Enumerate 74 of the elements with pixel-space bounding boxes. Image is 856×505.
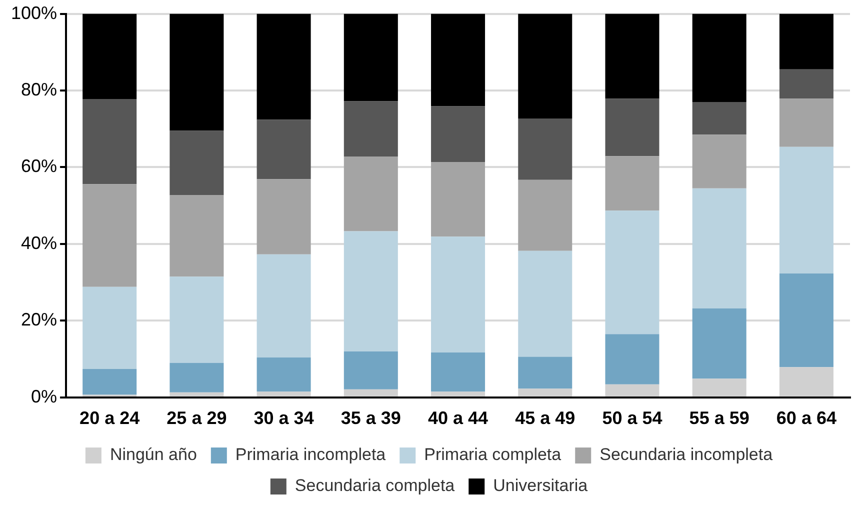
- bar: [344, 351, 398, 390]
- x-tick-label: 40 a 44: [428, 408, 488, 428]
- y-tick-label: 80%: [21, 79, 58, 100]
- bar: [82, 184, 137, 287]
- bar: [605, 210, 660, 334]
- y-tick-label: 100%: [10, 2, 58, 23]
- bar: [779, 146, 834, 274]
- bar: [256, 254, 311, 358]
- bar: [692, 188, 746, 308]
- x-tick-label: 60 a 64: [776, 408, 836, 428]
- bar: [692, 378, 746, 396]
- x-tick-label: 45 a 49: [515, 408, 576, 428]
- bar: [170, 276, 224, 363]
- bar: [431, 162, 486, 237]
- bar: [605, 334, 660, 384]
- bar: [256, 120, 311, 180]
- bar: [344, 101, 398, 156]
- bar: [256, 358, 311, 392]
- y-tick-label: 40%: [21, 232, 58, 253]
- bar: [518, 250, 572, 357]
- bar: [82, 286, 137, 370]
- bar: [82, 369, 137, 395]
- bar: [170, 392, 224, 396]
- bar: [518, 14, 572, 119]
- bar: [518, 180, 572, 251]
- bar: [431, 106, 486, 162]
- bar: [518, 388, 572, 396]
- x-tick-label: 25 a 29: [166, 408, 227, 428]
- bar: [170, 14, 224, 131]
- bar: [431, 352, 486, 392]
- bar: [344, 156, 398, 232]
- bar: [779, 98, 834, 147]
- bar: [605, 14, 660, 99]
- bar: [256, 179, 311, 254]
- bar: [344, 389, 398, 396]
- bar: [170, 195, 224, 277]
- legend-label: Ningún año: [110, 445, 197, 464]
- legend-label: Universitaria: [493, 476, 588, 496]
- bar: [431, 392, 486, 396]
- bar: [605, 384, 660, 396]
- x-tick-label: 35 a 39: [340, 408, 401, 428]
- y-tick-label: 20%: [21, 310, 58, 330]
- y-tick-label: 60%: [21, 156, 58, 176]
- x-tick-label: 50 a 54: [602, 408, 662, 428]
- bar: [344, 231, 398, 352]
- bar: [779, 14, 834, 70]
- legend-label: Primaria incompleta: [235, 445, 386, 464]
- bar: [170, 130, 224, 196]
- legend-label: Secundaria completa: [294, 476, 456, 496]
- bar: [605, 156, 660, 211]
- legend-label: Secundaria incompleta: [600, 445, 774, 464]
- x-tick-label: 30 a 34: [254, 408, 314, 428]
- x-tick-label: 55 a 59: [689, 408, 750, 428]
- bar: [82, 98, 137, 184]
- bar: [518, 118, 572, 180]
- bar: [82, 14, 137, 99]
- bar: [431, 236, 486, 353]
- bar: [344, 14, 398, 102]
- x-tick-label: 20 a 24: [80, 408, 140, 428]
- bar: [692, 134, 746, 188]
- bar: [779, 69, 834, 99]
- bar: [170, 362, 224, 392]
- y-tick-label: 0%: [31, 386, 58, 406]
- bar: [256, 14, 311, 120]
- bar: [692, 102, 746, 135]
- bar: [692, 308, 746, 379]
- bar: [605, 98, 660, 156]
- bar: [256, 392, 311, 396]
- bar: [779, 367, 834, 396]
- bar: [518, 356, 572, 389]
- bar: [431, 14, 486, 106]
- legend-label: Primaria completa: [424, 445, 562, 464]
- bar: [692, 14, 746, 102]
- bar: [779, 273, 834, 368]
